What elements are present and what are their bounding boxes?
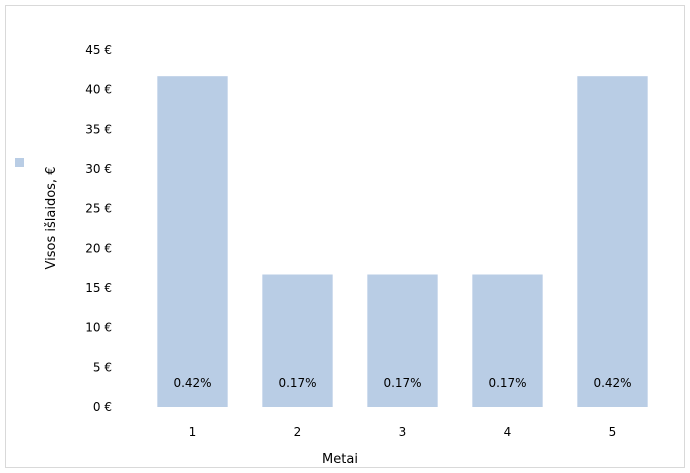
y-tick-label: 5 € (93, 360, 112, 374)
legend-marker (15, 158, 24, 167)
data-labels: 0.42% 0.17% 0.17% 0.17% 0.42% (173, 376, 631, 390)
x-tick-label: 2 (294, 425, 302, 439)
x-tick-label: 4 (504, 425, 512, 439)
x-tick-label: 5 (609, 425, 617, 439)
y-axis-ticks: 0 € 5 € 10 € 15 € 20 € 25 € 30 € 35 € 40 € 45 € (85, 43, 112, 414)
y-tick-label: 35 € (85, 122, 112, 136)
bar-data-label: 0.42% (173, 376, 211, 390)
bar-data-label: 0.17% (383, 376, 421, 390)
bar (367, 274, 438, 407)
bar (157, 76, 228, 408)
x-axis-ticks: 1 2 3 4 5 (189, 425, 617, 439)
bar-data-label: 0.17% (488, 376, 526, 390)
y-tick-label: 10 € (85, 321, 112, 335)
y-tick-label: 30 € (85, 162, 112, 176)
y-tick-label: 25 € (85, 202, 112, 216)
x-tick-label: 1 (189, 425, 197, 439)
bar (472, 274, 543, 407)
bars (157, 76, 648, 408)
y-tick-label: 0 € (93, 400, 112, 414)
y-tick-label: 15 € (85, 281, 112, 295)
chart-frame (5, 5, 685, 468)
bar-data-label: 0.42% (593, 376, 631, 390)
bar-data-label: 0.17% (278, 376, 316, 390)
x-tick-label: 3 (399, 425, 407, 439)
bar (262, 274, 333, 407)
bar (577, 76, 648, 408)
y-tick-label: 45 € (85, 43, 112, 57)
y-tick-label: 20 € (85, 241, 112, 255)
y-tick-label: 40 € (85, 83, 112, 97)
x-axis-title: Metai (322, 452, 358, 467)
y-axis-title: Visos išlaidos, € (44, 167, 59, 270)
